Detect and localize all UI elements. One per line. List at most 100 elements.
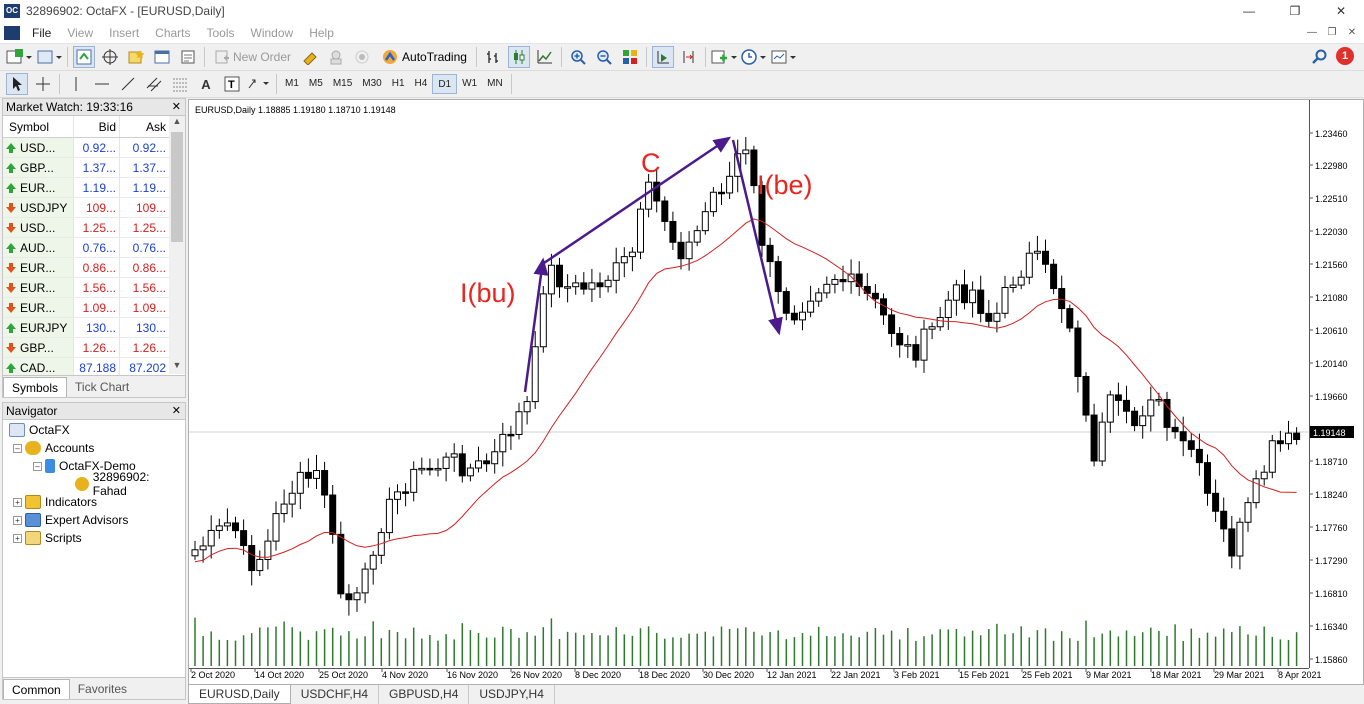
tree-item-experts[interactable]: + Expert Advisors xyxy=(3,511,185,529)
metaeditor-button[interactable] xyxy=(299,46,321,68)
periods-dropdown-button[interactable] xyxy=(741,46,767,68)
close-button[interactable]: ✕ xyxy=(1335,4,1347,18)
mdi-close-button[interactable]: ✕ xyxy=(1347,27,1357,38)
menu-window[interactable]: Window xyxy=(250,25,294,40)
line-chart-button[interactable] xyxy=(534,46,556,68)
chart-tab-gbpusd-h4[interactable]: GBPUSD,H4 xyxy=(379,685,470,704)
tree-item-root[interactable]: OctaFX xyxy=(3,421,185,439)
timeframe-h1[interactable]: H1 xyxy=(391,78,405,89)
menu-app-icon[interactable] xyxy=(4,25,20,40)
timeframe-h4[interactable]: H4 xyxy=(414,78,428,89)
cursor-tool[interactable] xyxy=(6,73,28,95)
indicators-dropdown-button[interactable] xyxy=(711,46,737,68)
menu-charts[interactable]: Charts xyxy=(155,25,191,40)
tree-item-account[interactable]: 32896902: Fahad xyxy=(3,470,185,498)
channel-tool[interactable] xyxy=(143,73,165,95)
expand-icon[interactable]: + xyxy=(13,497,22,507)
menu-insert[interactable]: Insert xyxy=(109,25,140,40)
tree-item-accounts[interactable]: – Accounts xyxy=(3,439,185,457)
column-ask[interactable]: Ask xyxy=(119,116,169,137)
market-watch-row[interactable]: EURJPY 130... 130... xyxy=(3,318,169,338)
tile-windows-button[interactable] xyxy=(619,46,641,68)
timeframe-m15[interactable]: M15 xyxy=(332,78,353,89)
auto-scroll-button[interactable] xyxy=(651,46,674,68)
market-watch-toggle[interactable] xyxy=(73,46,95,68)
fibonacci-tool[interactable] xyxy=(169,73,191,95)
tree-item-scripts[interactable]: + Scripts xyxy=(3,529,185,547)
restore-button[interactable]: ❐ xyxy=(1289,4,1301,18)
collapse-icon[interactable]: – xyxy=(13,443,22,453)
market-watch-row[interactable]: GBP... 1.37... 1.37... xyxy=(3,158,169,178)
collapse-icon[interactable]: – xyxy=(33,461,42,471)
new-chart-button[interactable] xyxy=(6,46,32,68)
market-watch-row[interactable]: USDJPY 109... 109... xyxy=(3,198,169,218)
timeframe-mn[interactable]: MN xyxy=(487,78,503,89)
tab-favorites[interactable]: Favorites xyxy=(77,682,128,696)
expand-icon[interactable]: + xyxy=(13,533,22,543)
candlestick-button[interactable] xyxy=(507,46,530,68)
search-icon[interactable] xyxy=(1312,49,1328,68)
trendline-tool[interactable] xyxy=(117,73,139,95)
expand-icon[interactable]: + xyxy=(13,515,22,525)
terminal-button[interactable] xyxy=(151,46,173,68)
text-tool[interactable]: A xyxy=(195,73,217,95)
mdi-restore-button[interactable]: ❐ xyxy=(1327,27,1337,38)
navigator-button[interactable] xyxy=(125,46,147,68)
vertical-line-tool[interactable] xyxy=(65,73,87,95)
market-watch-row[interactable]: EUR... 1.56... 1.56... xyxy=(3,278,169,298)
market-watch-close-icon[interactable]: ✕ xyxy=(171,101,181,113)
tab-symbols[interactable]: Symbols xyxy=(3,377,68,397)
tab-tick-chart[interactable]: Tick Chart xyxy=(75,380,130,394)
tab-common[interactable]: Common xyxy=(3,679,70,699)
menu-tools[interactable]: Tools xyxy=(206,25,235,40)
chart-tab-usdjpy-h4[interactable]: USDJPY,H4 xyxy=(469,685,555,704)
zoom-in-button[interactable] xyxy=(567,46,589,68)
notifications-badge[interactable]: 1 xyxy=(1336,47,1354,65)
data-window-button[interactable] xyxy=(99,46,121,68)
column-symbol[interactable]: Symbol xyxy=(3,116,73,137)
scroll-down-icon[interactable]: ▼ xyxy=(172,360,182,370)
market-watch-row[interactable]: AUD... 0.76... 0.76... xyxy=(3,238,169,258)
minimize-button[interactable]: — xyxy=(1243,4,1255,18)
crosshair-tool[interactable] xyxy=(32,73,54,95)
profiles-button[interactable] xyxy=(36,46,62,68)
navigator-close-icon[interactable]: ✕ xyxy=(171,405,181,417)
timeframe-d1[interactable]: D1 xyxy=(432,74,458,94)
horizontal-line-tool[interactable] xyxy=(91,73,113,95)
menu-help[interactable]: Help xyxy=(309,25,334,40)
experts-button[interactable] xyxy=(325,46,347,68)
timeframe-m5[interactable]: M5 xyxy=(308,78,323,89)
chart-tab-eurusd-daily[interactable]: EURUSD,Daily xyxy=(188,685,291,704)
chart-window[interactable]: EURUSD,Daily 1.18885 1.19180 1.18710 1.1… xyxy=(188,99,1364,685)
mdi-minimize-button[interactable]: — xyxy=(1307,27,1317,38)
scroll-up-icon[interactable]: ▲ xyxy=(172,116,182,126)
zoom-out-button[interactable] xyxy=(593,46,615,68)
price-chart[interactable]: EURUSD,Daily 1.18885 1.19180 1.18710 1.1… xyxy=(189,100,1363,684)
text-label-tool[interactable]: T xyxy=(221,73,243,95)
market-watch-row[interactable]: EUR... 1.19... 1.19... xyxy=(3,178,169,198)
signals-button[interactable] xyxy=(351,46,373,68)
strategy-tester-button[interactable] xyxy=(177,46,199,68)
market-watch-row[interactable]: USD... 0.92... 0.92... xyxy=(3,138,169,158)
timeframe-m1[interactable]: M1 xyxy=(285,78,299,89)
bar-chart-button[interactable] xyxy=(482,46,504,68)
market-watch-scroll-thumb[interactable] xyxy=(171,132,183,242)
new-order-button[interactable]: New Order xyxy=(210,46,295,68)
chart-shift-button[interactable] xyxy=(678,46,700,68)
market-watch-row[interactable]: EUR... 0.86... 0.86... xyxy=(3,258,169,278)
market-watch-scrollbar[interactable]: ▲ ▼ xyxy=(169,116,185,374)
tree-item-demo-server[interactable]: – OctaFX-Demo xyxy=(3,457,185,475)
market-watch-row[interactable]: EUR... 1.09... 1.09... xyxy=(3,298,169,318)
chart-tab-usdchf-h4[interactable]: USDCHF,H4 xyxy=(291,685,380,704)
templates-dropdown-button[interactable] xyxy=(771,46,797,68)
market-watch-row[interactable]: USD... 1.25... 1.25... xyxy=(3,218,169,238)
timeframe-m30[interactable]: M30 xyxy=(362,78,382,89)
menu-file[interactable]: File xyxy=(32,25,52,40)
autotrading-button[interactable]: AutoTrading xyxy=(377,46,471,68)
timeframe-w1[interactable]: W1 xyxy=(462,78,478,89)
menu-view[interactable]: View xyxy=(67,25,94,40)
market-watch-row[interactable]: CAD... 87.188 87.202 xyxy=(3,358,169,378)
tree-item-indicators[interactable]: + Indicators xyxy=(3,493,185,511)
column-bid[interactable]: Bid xyxy=(73,116,119,137)
market-watch-row[interactable]: GBP... 1.26... 1.26... xyxy=(3,338,169,358)
